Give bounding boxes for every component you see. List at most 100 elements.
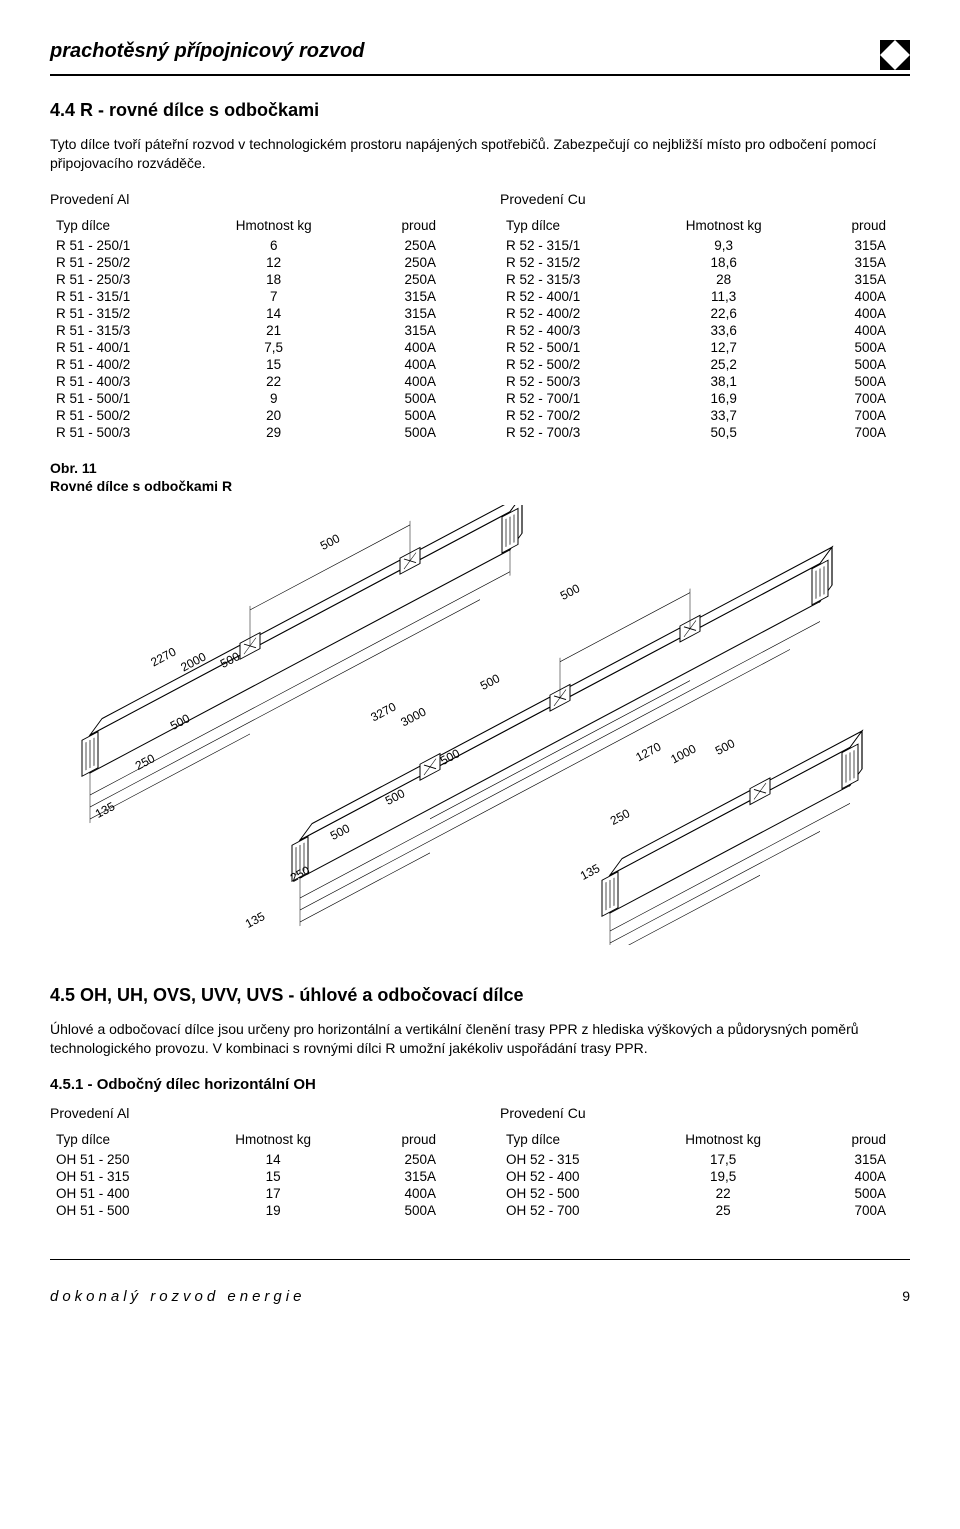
table-cell: 15	[197, 1168, 348, 1185]
table-cell: 400A	[799, 288, 910, 305]
table-cell: R 51 - 500/1	[50, 390, 198, 407]
table-cell: 500A	[349, 407, 460, 424]
table-cell: 250A	[349, 1151, 460, 1168]
table-cell: R 52 - 400/1	[500, 288, 648, 305]
table-row: OH 51 - 25014250A	[50, 1151, 460, 1168]
table-cell: 9,3	[648, 237, 799, 254]
table-row: R 51 - 400/322400A	[50, 373, 460, 390]
table-cell: 315A	[799, 271, 910, 288]
th-type: Typ dílce	[50, 1131, 197, 1151]
technical-diagram: 500 2270 2000 500 500 250 135 500 3270 3…	[50, 505, 910, 945]
table-cell: 15	[198, 356, 349, 373]
table-cell: OH 51 - 500	[50, 1202, 197, 1219]
table-row: R 52 - 315/218,6315A	[500, 254, 910, 271]
th-type: Typ dílce	[500, 1131, 647, 1151]
table-cell: 17	[197, 1185, 348, 1202]
table-cell: 500A	[799, 373, 910, 390]
table-row: R 51 - 315/321315A	[50, 322, 460, 339]
table-cell: 6	[198, 237, 349, 254]
table-row: R 52 - 315/19,3315A	[500, 237, 910, 254]
subsection-heading-4-5-1: 4.5.1 - Odbočný dílec horizontální OH	[50, 1076, 910, 1093]
table-cell: 700A	[799, 390, 910, 407]
table-row: R 52 - 400/333,6400A	[500, 322, 910, 339]
table-cell: 500A	[349, 424, 460, 441]
section-intro: Úhlové a odbočovací dílce jsou určeny pr…	[50, 1020, 910, 1058]
table-cell: 500A	[349, 390, 460, 407]
table-cell: R 51 - 315/2	[50, 305, 198, 322]
table-cell: 400A	[349, 1185, 460, 1202]
column-head-al: Provedení Al	[50, 191, 460, 207]
table-cell: R 52 - 400/2	[500, 305, 648, 322]
table-row: OH 52 - 50022500A	[500, 1185, 910, 1202]
th-current: proud	[349, 217, 460, 237]
table-cell: 250A	[349, 254, 460, 271]
table-cell: 22,6	[648, 305, 799, 322]
table-row: OH 51 - 40017400A	[50, 1185, 460, 1202]
table-row: R 51 - 250/318250A	[50, 271, 460, 288]
table-row: R 51 - 250/16250A	[50, 237, 460, 254]
table-cell: 500A	[349, 1202, 460, 1219]
table-cell: 315A	[799, 1151, 910, 1168]
table-cell: R 51 - 315/3	[50, 322, 198, 339]
table-row: OH 51 - 31515315A	[50, 1168, 460, 1185]
table-row: R 51 - 400/17,5400A	[50, 339, 460, 356]
table-row: R 52 - 500/338,1500A	[500, 373, 910, 390]
table-al-oh: Typ dílce Hmotnost kg proud OH 51 - 2501…	[50, 1131, 460, 1219]
table-cell: 7,5	[198, 339, 349, 356]
table-row: R 51 - 250/212250A	[50, 254, 460, 271]
figure-caption: Obr. 11 Rovné dílce s odbočkami R	[50, 459, 910, 495]
table-cell: 700A	[799, 407, 910, 424]
table-cell: R 52 - 400/3	[500, 322, 648, 339]
table-cell: OH 51 - 315	[50, 1168, 197, 1185]
table-row: OH 52 - 31517,5315A	[500, 1151, 910, 1168]
table-cell: 400A	[799, 305, 910, 322]
table-cell: R 52 - 700/1	[500, 390, 648, 407]
table-cell: OH 51 - 400	[50, 1185, 197, 1202]
table-cell: 315A	[349, 1168, 460, 1185]
table-row: R 52 - 700/350,5700A	[500, 424, 910, 441]
table-cell: 250A	[349, 237, 460, 254]
table-cell: 12,7	[648, 339, 799, 356]
table-cell: 17,5	[647, 1151, 798, 1168]
column-head-cu: Provedení Cu	[500, 1105, 910, 1121]
th-type: Typ dílce	[50, 217, 198, 237]
page-number: 9	[902, 1288, 910, 1304]
table-cell: 400A	[799, 1168, 910, 1185]
table-cell: 500A	[799, 1185, 910, 1202]
table-cell: 400A	[349, 356, 460, 373]
table-cell: 250A	[349, 271, 460, 288]
th-weight: Hmotnost kg	[647, 1131, 798, 1151]
th-weight: Hmotnost kg	[648, 217, 799, 237]
table-cell: 18,6	[648, 254, 799, 271]
table-cell: 21	[198, 322, 349, 339]
table-cell: 20	[198, 407, 349, 424]
figure-number: Obr. 11	[50, 460, 97, 476]
table-cell: 22	[647, 1185, 798, 1202]
table-cell: 29	[198, 424, 349, 441]
table-cell: R 52 - 700/2	[500, 407, 648, 424]
section-heading-4-5: 4.5 OH, UH, OVS, UVV, UVS - úhlové a odb…	[50, 985, 910, 1006]
table-cell: R 51 - 250/1	[50, 237, 198, 254]
table-cell: 16,9	[648, 390, 799, 407]
th-current: proud	[799, 1131, 910, 1151]
table-cell: 25,2	[648, 356, 799, 373]
table-row: R 52 - 400/222,6400A	[500, 305, 910, 322]
table-cell: 50,5	[648, 424, 799, 441]
table-row: R 52 - 500/112,7500A	[500, 339, 910, 356]
table-cell: 315A	[349, 288, 460, 305]
th-weight: Hmotnost kg	[198, 217, 349, 237]
table-cell: R 52 - 500/2	[500, 356, 648, 373]
table-cu-r: Typ dílce Hmotnost kg proud R 52 - 315/1…	[500, 217, 910, 441]
table-row: R 51 - 400/215400A	[50, 356, 460, 373]
table-cell: 315A	[799, 237, 910, 254]
table-cell: 500A	[799, 339, 910, 356]
table-cell: 38,1	[648, 373, 799, 390]
table-cell: OH 52 - 315	[500, 1151, 647, 1168]
table-cell: 315A	[349, 322, 460, 339]
page-title: prachotěsný přípojnicový rozvod	[50, 40, 365, 63]
section-heading-4-4: 4.4 R - rovné dílce s odbočkami	[50, 100, 910, 121]
footer-slogan: dokonalý rozvod energie	[50, 1288, 305, 1305]
table-cell: R 52 - 315/3	[500, 271, 648, 288]
table-cell: R 51 - 400/1	[50, 339, 198, 356]
table-row: R 52 - 700/116,9700A	[500, 390, 910, 407]
